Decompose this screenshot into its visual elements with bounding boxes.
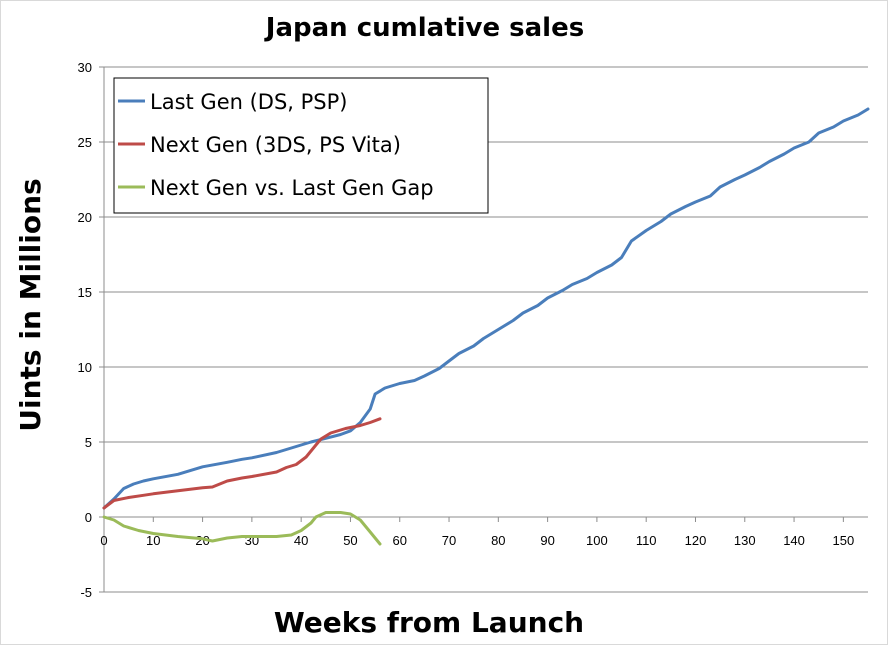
x-tick-label: 80 xyxy=(491,533,505,548)
y-tick-label: 30 xyxy=(78,60,92,75)
x-tick-label: 90 xyxy=(540,533,554,548)
legend: Last Gen (DS, PSP) Next Gen (3DS, PS Vita… xyxy=(113,77,489,214)
x-tick-label: 60 xyxy=(393,533,407,548)
y-tick-label: 15 xyxy=(78,285,92,300)
x-tick-label: 70 xyxy=(442,533,456,548)
legend-box xyxy=(113,77,489,214)
x-tick-label: 120 xyxy=(685,533,707,548)
axis-layer xyxy=(99,66,868,593)
x-tick-label: 150 xyxy=(833,533,855,548)
series-line-1 xyxy=(102,107,870,510)
y-tick-label: 25 xyxy=(78,135,92,150)
y-axis-title: Uints in Millions xyxy=(14,178,47,431)
legend-items: Last Gen (DS, PSP) Next Gen (3DS, PS Vita… xyxy=(118,90,434,200)
x-tick-label: 110 xyxy=(636,533,657,548)
y-tick-label: 5 xyxy=(85,435,92,450)
series-line-2 xyxy=(102,417,382,510)
x-tick-label: 0 xyxy=(100,533,107,548)
x-axis-title: Weeks from Launch xyxy=(274,606,584,639)
y-tick-label: 20 xyxy=(78,210,92,225)
x-tick-label: 100 xyxy=(586,533,608,548)
x-tick-label: 20 xyxy=(195,533,209,548)
x-tick-label: 140 xyxy=(783,533,805,548)
y-tick-label: 10 xyxy=(78,360,92,375)
chart-title: Japan cumlative sales xyxy=(264,13,584,43)
x-tick-label: 40 xyxy=(294,533,308,548)
x-tick-label: 130 xyxy=(734,533,756,548)
x-tick-label: 50 xyxy=(343,533,357,548)
legend-label-1: Last Gen (DS, PSP) xyxy=(150,90,348,114)
x-tick-label: 10 xyxy=(146,533,160,548)
series-line-3 xyxy=(102,511,382,546)
series-layer xyxy=(102,107,870,546)
legend-label-2: Next Gen (3DS, PS Vita) xyxy=(150,133,401,157)
y-tick-label: -5 xyxy=(80,585,92,600)
legend-label-3: Next Gen vs. Last Gen Gap xyxy=(150,176,434,200)
y-tick-label: 0 xyxy=(85,510,92,525)
